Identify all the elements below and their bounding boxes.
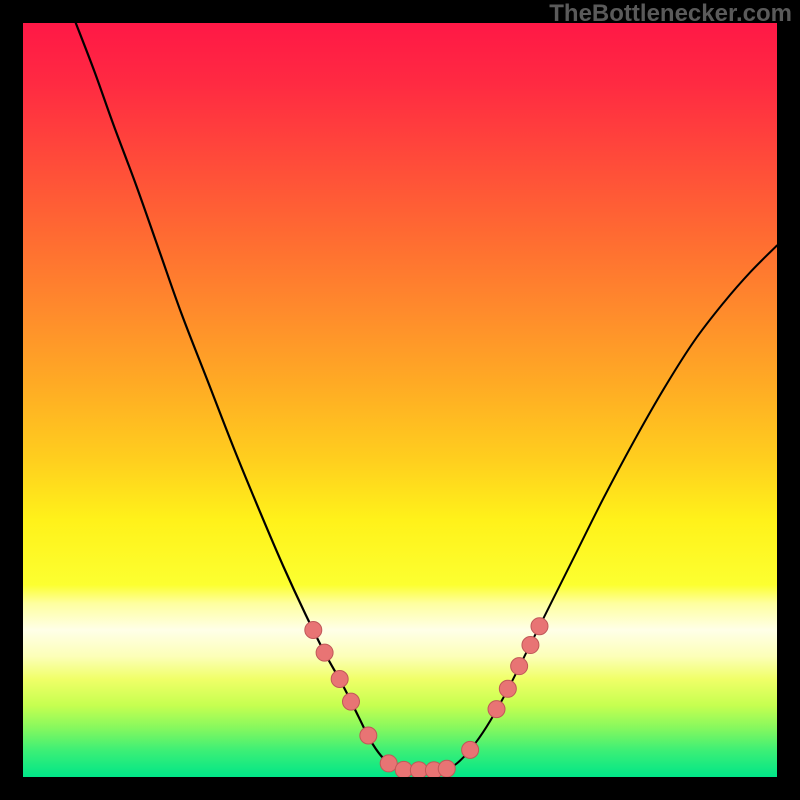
plot-area [23, 23, 777, 777]
gradient-background [23, 23, 777, 777]
data-marker [499, 680, 516, 697]
data-marker [531, 618, 548, 635]
data-marker [395, 761, 412, 777]
data-marker [331, 670, 348, 687]
data-marker [438, 760, 455, 777]
data-marker [342, 693, 359, 710]
watermark-text: TheBottlenecker.com [549, 0, 792, 28]
plot-svg [23, 23, 777, 777]
data-marker [305, 621, 322, 638]
data-marker [316, 644, 333, 661]
data-marker [410, 762, 427, 777]
data-marker [522, 637, 539, 654]
data-marker [380, 755, 397, 772]
data-marker [462, 741, 479, 758]
data-marker [360, 727, 377, 744]
data-marker [488, 701, 505, 718]
data-marker [511, 658, 528, 675]
